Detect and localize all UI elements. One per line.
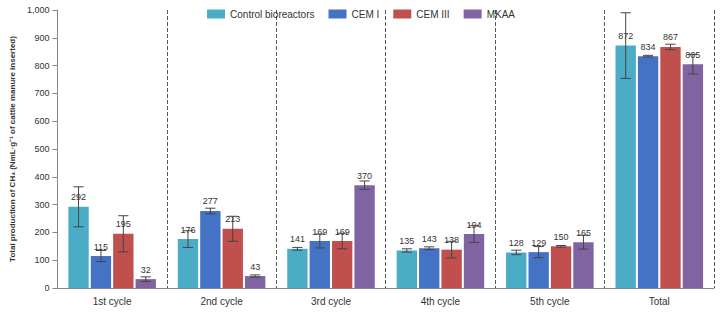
svg-text:213: 213: [225, 214, 241, 225]
svg-text:143: 143: [422, 234, 437, 244]
svg-text:400: 400: [34, 172, 49, 182]
svg-text:1st cycle: 1st cycle: [93, 296, 132, 307]
svg-text:292: 292: [71, 192, 87, 203]
svg-text:MKAA: MKAA: [487, 9, 516, 20]
svg-text:500: 500: [34, 144, 49, 154]
svg-text:800: 800: [34, 61, 49, 71]
svg-text:805: 805: [685, 49, 701, 60]
svg-text:1,000: 1,000: [27, 5, 50, 15]
svg-text:CEM I: CEM I: [352, 9, 380, 20]
svg-text:700: 700: [34, 88, 49, 98]
svg-text:CEM III: CEM III: [416, 9, 449, 20]
svg-text:300: 300: [34, 200, 49, 210]
svg-text:43: 43: [250, 262, 260, 272]
svg-text:Total: Total: [649, 296, 670, 307]
svg-text:Control bioreactors: Control bioreactors: [230, 9, 314, 20]
svg-text:165: 165: [575, 227, 591, 238]
svg-text:900: 900: [34, 33, 49, 43]
svg-text:169: 169: [312, 226, 328, 237]
svg-text:872: 872: [618, 31, 634, 42]
svg-text:135: 135: [399, 236, 414, 246]
svg-text:0: 0: [44, 283, 49, 293]
svg-text:115: 115: [94, 242, 108, 252]
svg-text:3rd cycle: 3rd cycle: [311, 296, 351, 307]
svg-text:600: 600: [34, 116, 49, 126]
svg-text:138: 138: [444, 235, 460, 246]
svg-text:867: 867: [663, 32, 678, 42]
svg-text:370: 370: [357, 171, 372, 181]
svg-text:129: 129: [531, 238, 546, 248]
svg-text:2nd cycle: 2nd cycle: [200, 296, 243, 307]
svg-text:4th cycle: 4th cycle: [421, 296, 461, 307]
svg-text:Total production of CH₄ (NmL·g: Total production of CH₄ (NmL·g⁻¹ of catt…: [8, 36, 17, 262]
svg-text:141: 141: [290, 234, 305, 244]
svg-text:150: 150: [554, 232, 569, 242]
svg-text:277: 277: [203, 196, 218, 206]
svg-text:194: 194: [466, 219, 482, 230]
svg-text:128: 128: [509, 238, 524, 248]
svg-text:32: 32: [141, 265, 151, 275]
svg-text:5th cycle: 5th cycle: [530, 296, 570, 307]
svg-text:100: 100: [34, 255, 49, 265]
svg-text:176: 176: [180, 224, 196, 235]
svg-text:200: 200: [34, 227, 49, 237]
svg-text:195: 195: [115, 219, 131, 230]
svg-text:834: 834: [641, 42, 656, 52]
svg-text:169: 169: [334, 226, 350, 237]
